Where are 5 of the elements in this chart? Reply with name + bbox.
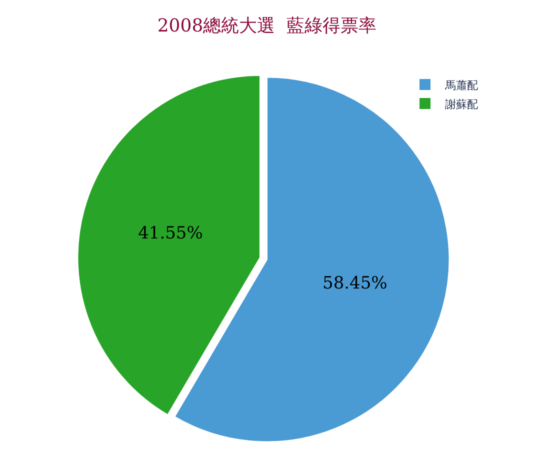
data-label: 58.45% <box>322 273 388 294</box>
data-label: 41.55% <box>138 223 203 244</box>
legend-label: 謝蘇配 <box>445 98 478 111</box>
legend-label: 馬蕭配 <box>444 78 478 92</box>
chart-title: 2008總統大選 藍綠得票率 <box>157 15 377 36</box>
